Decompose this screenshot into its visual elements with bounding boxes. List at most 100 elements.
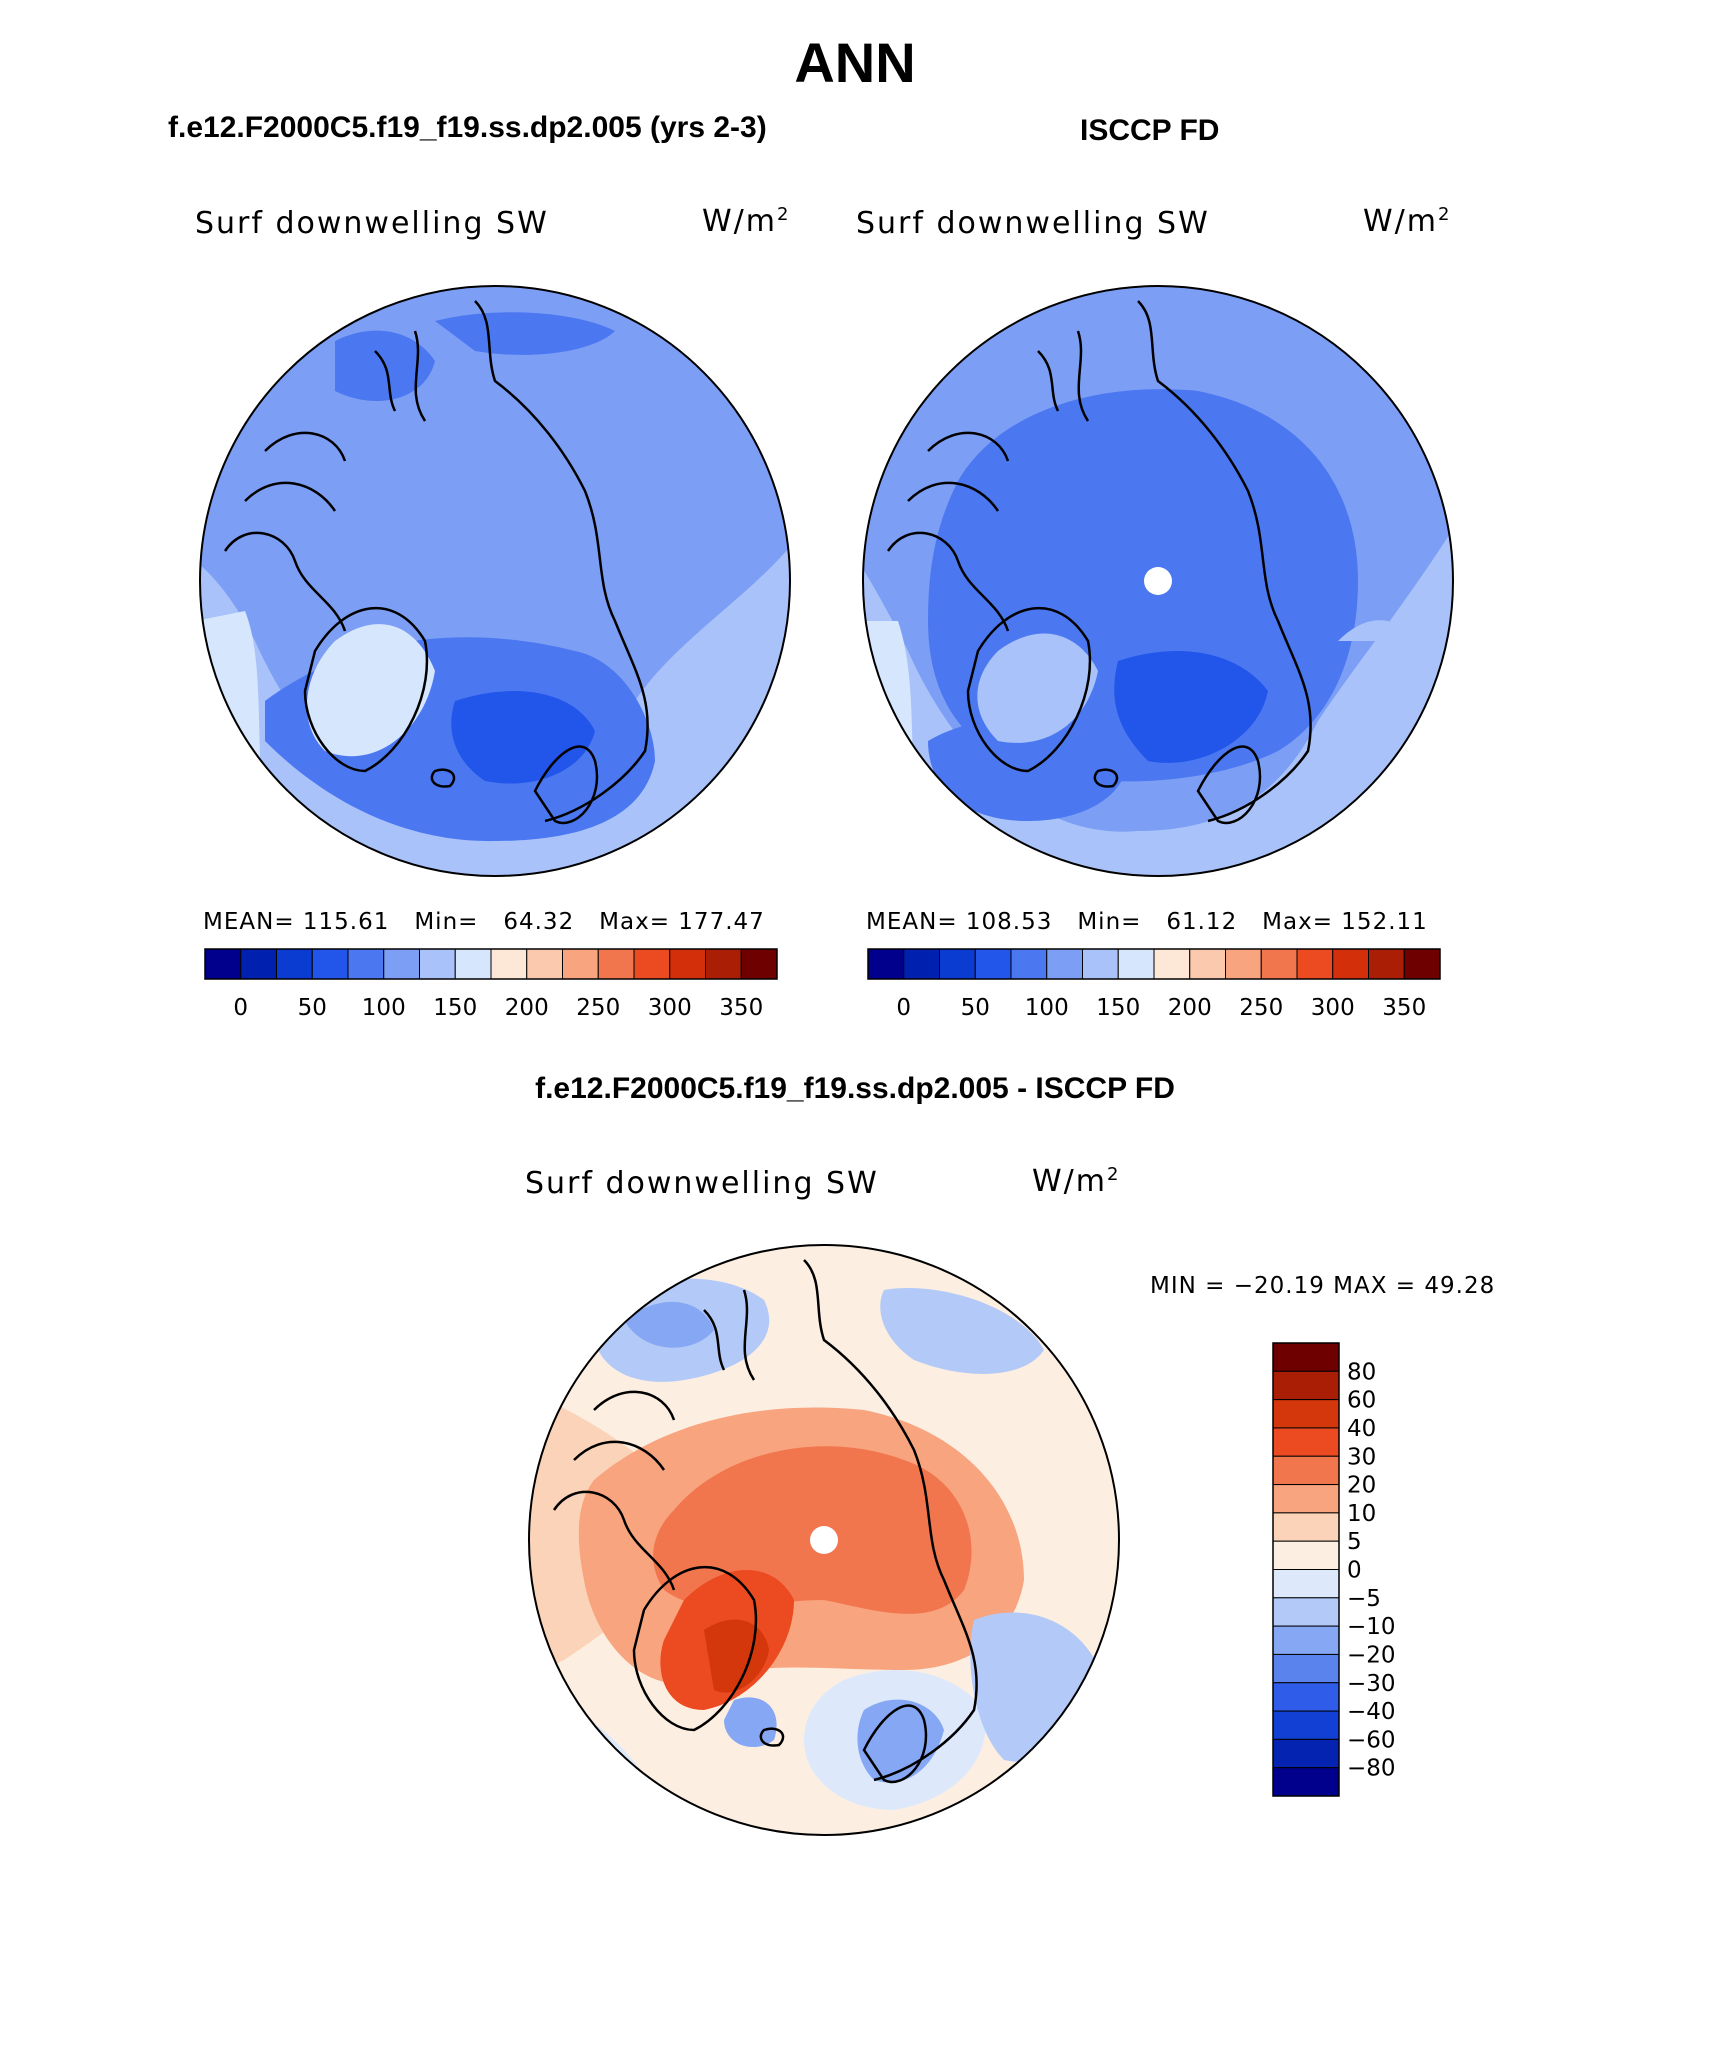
colorbar-swatch [490,948,528,980]
coastline-alaska [703,1289,756,1381]
colorbar-tick-label: −30 [1347,1671,1396,1697]
model-colorbar: 0 50 100 150 200 250 300 350 [204,948,778,1021]
coastline-scandinavia [1196,745,1262,825]
field-region-neg10-neg20 [857,1699,944,1783]
colorbar-swatch [1046,948,1083,980]
colorbar-swatch [1117,948,1155,980]
colorbar-tick-label: 0 [896,995,911,1021]
colorbar-swatch [903,948,940,980]
field-region-40-60 [704,1619,769,1693]
colorbar-tick-label: 20 [1347,1473,1376,1499]
colorbar-tick-label: 60 [1347,1388,1376,1414]
colorbar-tick-label: 50 [298,995,327,1021]
colorbar-swatch [633,948,671,980]
coastline-alaska [374,330,427,422]
coastline-scandinavia [862,1704,928,1784]
colorbar-swatch [1272,1738,1340,1769]
coastline-canada [552,1390,676,1591]
colorbar-tick-label: 250 [1239,995,1283,1021]
coastline-eurasia [474,300,649,823]
model-panel-header: f.e12.F2000C5.f19_f19.ss.dp2.005 (yrs 2-… [168,111,767,144]
colorbar-swatch [1272,1370,1340,1401]
colorbar-swatch [311,948,349,980]
colorbar-tick-label: 40 [1347,1416,1376,1442]
field-region-100-125 [928,717,1127,821]
obs-polar-map [862,285,1454,877]
field-region-neg5-neg10 [880,1288,1044,1374]
min-value: 61.12 [1166,909,1238,935]
obs-stats: MEAN= 108.53 Min= 61.12 Max= 152.11 [866,909,1428,935]
colorbar-tick-label: 50 [961,995,990,1021]
diff-units-label: W/m2 [1032,1164,1121,1199]
coastline-iceland [430,768,456,788]
colorbar-tick-label: 30 [1347,1444,1376,1470]
colorbar-swatch [669,948,706,980]
diff-panel-header: f.e12.F2000C5.f19_f19.ss.dp2.005 - ISCCP… [535,1072,1175,1105]
diff-variable-label: Surf downwelling SW [525,1166,879,1201]
colorbar-tick-label: 200 [1168,995,1212,1021]
coastline-greenland [303,606,429,773]
greenland-region [977,633,1098,743]
colorbar-tick-label: 250 [576,995,620,1021]
diff-stats: MIN = −20.19 MAX = 49.28 [1150,1273,1496,1299]
colorbar-swatch [1296,948,1334,980]
colorbar-swatch [1272,1484,1340,1514]
colorbar-swatch [1272,1569,1340,1599]
min-label: Min= [414,909,479,935]
colorbar-swatch [1272,1597,1340,1627]
model-stats: MEAN= 115.61 Min= 64.32 Max= 177.47 [203,909,765,935]
model-polar-map [199,285,791,877]
colorbar-swatch [1272,1767,1340,1797]
mean-value: 115.61 [302,909,390,935]
colorbar-swatch [1403,948,1441,980]
colorbar-tick-label: 200 [505,995,549,1021]
colorbar-swatch [1189,948,1226,980]
coastline-iceland [759,1727,785,1747]
coastline-greenland [632,1565,758,1732]
diff-polar-map [528,1244,1120,1836]
field-region-neg10-neg20 [624,1301,714,1348]
colorbar-swatch [454,948,492,980]
pole-missing-data [1144,567,1172,595]
colorbar-tick-label: 80 [1347,1359,1376,1385]
colorbar-swatch [204,948,242,980]
colorbar-tick-label: 100 [362,995,406,1021]
colorbar-swatch [1010,948,1048,980]
mean-value: 108.53 [965,909,1053,935]
colorbar-tick-label: 0 [1347,1558,1362,1584]
colorbar-tick-label: 10 [1347,1501,1376,1527]
model-units-label: W/m2 [702,204,791,239]
coastline-iceland [1093,768,1119,788]
map-border [199,285,791,877]
coastline-eurasia [803,1259,978,1782]
colorbar-swatch [1225,948,1262,980]
colorbar-tick-label: 150 [433,995,477,1021]
coastline-canada [223,431,347,632]
colorbar-tick-label: 150 [1096,995,1140,1021]
obs-units-label: W/m2 [1363,204,1452,239]
coastline-canada [886,431,1010,632]
coastline-greenland [966,606,1092,773]
greenland-region [306,624,435,757]
colorbar-swatch [1272,1710,1340,1740]
field-region-neg10-neg20 [724,1697,777,1748]
obs-colorbar: 0 50 100 150 200 250 300 350 [867,948,1441,1021]
colorbar-swatch [347,948,385,980]
colorbar-swatch [419,948,456,980]
colorbar-tick-label: −20 [1347,1642,1396,1668]
colorbar-tick-label: −60 [1347,1727,1396,1753]
colorbar-swatch [1272,1653,1340,1684]
pole-missing-data [810,1526,838,1554]
map-border [862,285,1454,877]
colorbar-tick-label: 5 [1347,1529,1362,1555]
coastline-alaska [1037,330,1090,422]
max-value: 177.47 [678,909,765,935]
max-label: Max= [599,909,670,935]
obs-panel-header: ISCCP FD [1080,114,1220,147]
colorbar-swatch [1272,1455,1340,1486]
colorbar-tick-label: −40 [1347,1699,1396,1725]
colorbar-swatch [1272,1427,1340,1457]
colorbar-swatch [562,948,599,980]
colorbar-tick-label: 100 [1025,995,1069,1021]
colorbar-swatch [597,948,635,980]
